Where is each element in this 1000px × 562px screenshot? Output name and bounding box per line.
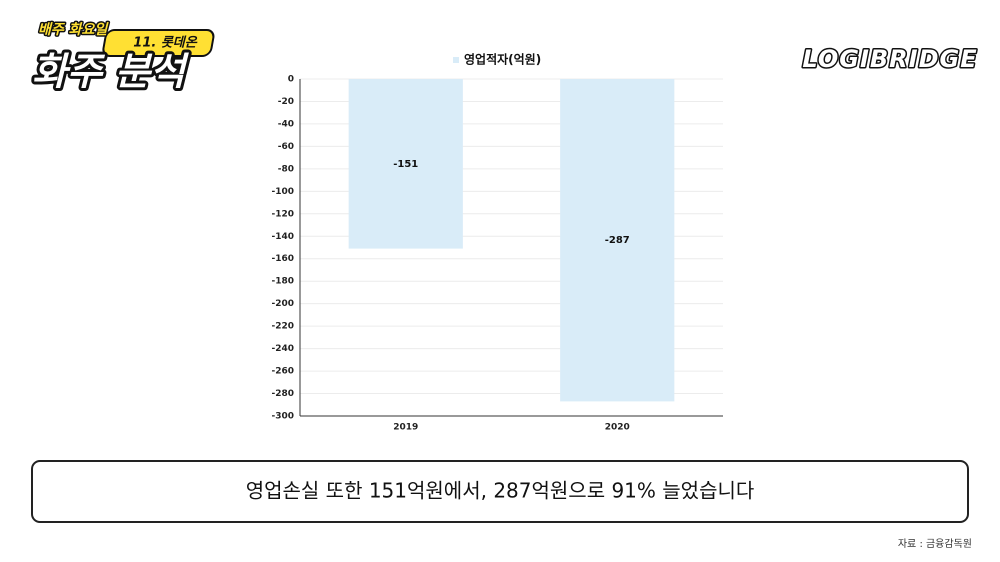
plot: 0 -20 -40 -60 -80 -100 -120 -140 -160 -180 -200 -22… bbox=[271, 75, 723, 433]
series-label: 배주 화요일 bbox=[38, 22, 109, 38]
data-label: -287 bbox=[605, 235, 630, 246]
caption-box bbox=[31, 460, 969, 523]
source: 자료 : 금융감독원 bbox=[898, 538, 972, 550]
logo-title: 화주 분석 bbox=[32, 50, 189, 94]
episode-tag bbox=[102, 29, 215, 57]
legend-label: 영업적자(억원) bbox=[464, 52, 541, 67]
bar bbox=[348, 79, 463, 249]
caption: 영업손실 또한 151억원에서, 287억원으로 91% 늘었습니다 bbox=[246, 479, 755, 503]
data-label: -151 bbox=[393, 159, 418, 170]
y-tick-label: -140 bbox=[271, 232, 294, 242]
y-tick-label: -200 bbox=[271, 299, 294, 309]
brand: LOGIBRIDGE bbox=[802, 45, 977, 73]
x-tick-label: 2019 bbox=[393, 423, 418, 433]
y-tick-label: -300 bbox=[271, 412, 294, 422]
y-tick-label: -60 bbox=[278, 142, 294, 152]
y-tick-label: -120 bbox=[271, 209, 294, 219]
y-tick-label: -100 bbox=[271, 187, 294, 197]
y-tick-label: -160 bbox=[271, 254, 294, 264]
y-tick-label: -240 bbox=[271, 344, 294, 354]
y-tick-label: -260 bbox=[271, 367, 294, 377]
y-tick-label: -40 bbox=[278, 119, 294, 129]
y-tick-label: -20 bbox=[278, 97, 294, 107]
x-tick-label: 2020 bbox=[605, 423, 630, 433]
y-tick-label: 0 bbox=[288, 75, 294, 85]
bar bbox=[560, 79, 675, 402]
y-tick-label: -280 bbox=[271, 389, 294, 399]
legend-swatch bbox=[453, 57, 459, 63]
y-tick-label: -180 bbox=[271, 277, 294, 287]
y-tick-label: -220 bbox=[271, 322, 294, 332]
episode: 11. 롯데온 bbox=[133, 35, 197, 51]
y-tick-label: -80 bbox=[278, 164, 294, 174]
